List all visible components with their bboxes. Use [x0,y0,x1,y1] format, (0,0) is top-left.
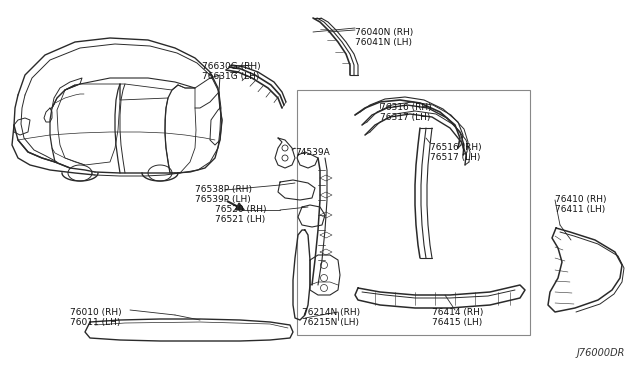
Text: 76539P (LH): 76539P (LH) [195,195,251,204]
Text: 76040N (RH): 76040N (RH) [355,28,413,37]
Text: 76410 (RH): 76410 (RH) [555,195,607,204]
Text: 76414 (RH): 76414 (RH) [432,308,483,317]
Text: 76041N (LH): 76041N (LH) [355,38,412,47]
Text: 76011 (LH): 76011 (LH) [70,318,120,327]
Text: 76214N (RH): 76214N (RH) [302,308,360,317]
Text: 76517 (LH): 76517 (LH) [430,153,481,162]
Text: 76215N (LH): 76215N (LH) [302,318,359,327]
Text: 76415 (LH): 76415 (LH) [432,318,483,327]
Text: 76630G (RH): 76630G (RH) [202,62,260,71]
Text: 76631G (LH): 76631G (LH) [202,72,259,81]
Text: 76316 (RH): 76316 (RH) [380,103,431,112]
Text: 76521 (LH): 76521 (LH) [215,215,265,224]
Text: 76010 (RH): 76010 (RH) [70,308,122,317]
Text: 76411 (LH): 76411 (LH) [555,205,605,214]
Text: 76317 (LH): 76317 (LH) [380,113,430,122]
Text: J76000DR: J76000DR [577,348,625,358]
Text: 76538P (RH): 76538P (RH) [195,185,252,194]
Bar [297,90,530,335]
Text: 76520 (RH): 76520 (RH) [215,205,266,214]
Text: 76516 (RH): 76516 (RH) [430,143,482,152]
Text: 74539A: 74539A [295,148,330,157]
